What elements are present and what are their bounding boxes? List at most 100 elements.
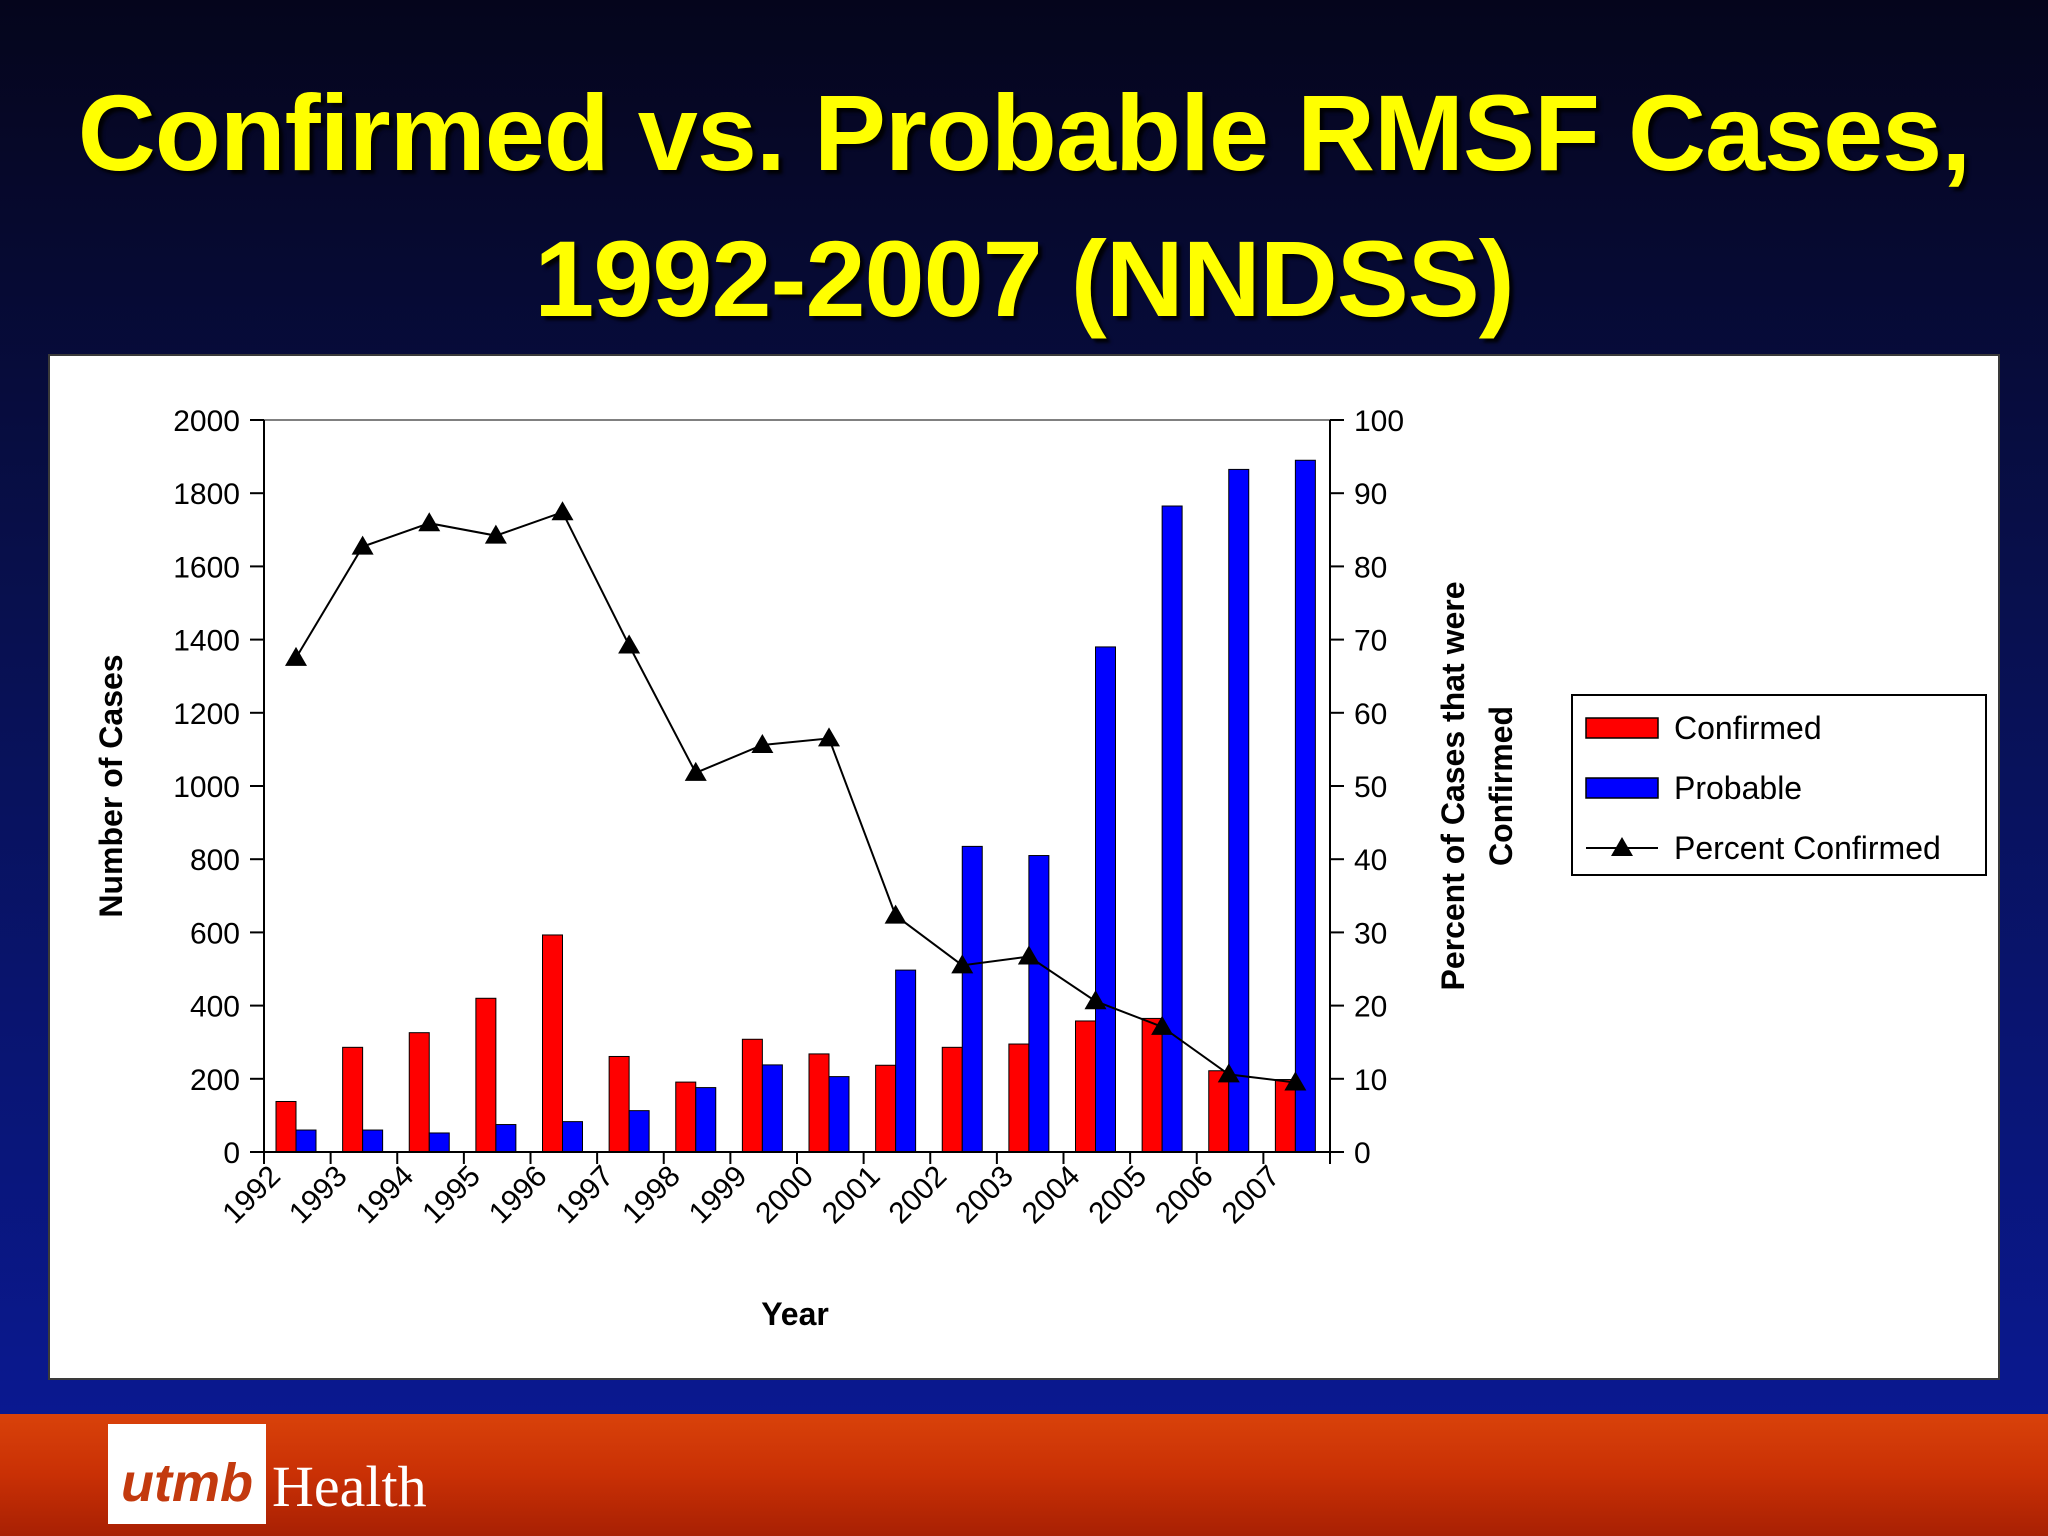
legend-marker-percent (1611, 837, 1633, 856)
bar-probable-2007 (1294, 459, 1316, 1153)
marker-percent-2006 (1217, 1063, 1240, 1083)
bar-probable-2005 (1161, 505, 1183, 1153)
y2-axis-title-line-2: Confirmed (1483, 706, 1519, 866)
bar-confirmed-2001 (875, 1064, 897, 1153)
x-tick-label-1992: 1992 (216, 1160, 287, 1231)
x-tick-label-1993: 1993 (283, 1160, 354, 1231)
marker-percent-1994 (418, 512, 441, 532)
bar-confirmed-2004 (1075, 1020, 1096, 1153)
marker-percent-1992 (285, 646, 307, 666)
bar-confirmed-1998 (675, 1081, 697, 1153)
y-tick-label-400: 400 (190, 991, 240, 1024)
line-layer (285, 501, 1307, 1091)
x-tick-label-2006: 2006 (1149, 1160, 1220, 1231)
bar-confirmed-2005 (1141, 1017, 1163, 1153)
x-axis-title: Year (761, 1296, 829, 1332)
footer-bar (0, 1414, 2048, 1536)
x-tick-label-2004: 2004 (1016, 1160, 1087, 1231)
logo-mark: utmb (121, 1453, 253, 1513)
combo-chart: 0 200 400 600 800 1000 1200 1400 1600 1800 2000 0 10… (93, 405, 1987, 1332)
bar-probable-2003 (1028, 855, 1050, 1153)
bar-confirmed-1994 (408, 1032, 430, 1153)
legend-swatch-confirmed (1585, 717, 1659, 739)
marker-percent-1993 (351, 535, 374, 555)
bar-confirmed-2002 (941, 1046, 963, 1153)
bar-probable-1999 (761, 1064, 783, 1153)
bar-probable-1994 (428, 1132, 450, 1153)
bar-confirmed-1997 (608, 1055, 630, 1153)
x-tick-label-1994: 1994 (350, 1160, 421, 1231)
y-tick-label-1200: 1200 (173, 698, 240, 731)
logo-box: utmb (108, 1424, 266, 1524)
marker-percent-2007 (1284, 1071, 1307, 1091)
bar-layer (275, 459, 1316, 1153)
x-tick-label-2000: 2000 (749, 1160, 820, 1231)
marker-percent-2004 (1084, 990, 1107, 1010)
x-tick-label-1999: 1999 (683, 1160, 754, 1231)
legend: Confirmed Probable Percent Confirmed (1571, 694, 1987, 876)
y2-tick-label-10: 10 (1354, 1064, 1387, 1097)
y2-axis-title-line-1: Percent of Cases that were (1435, 581, 1471, 990)
bar-confirmed-1992 (275, 1100, 297, 1153)
x-tick-label-2002: 2002 (883, 1160, 954, 1231)
marker-percent-2001 (884, 904, 907, 924)
y2-tick-label-70: 70 (1354, 625, 1387, 658)
marker-percent-2003 (1017, 945, 1040, 965)
marker-percent-1998 (684, 761, 707, 781)
y2-tick-label-50: 50 (1354, 771, 1387, 804)
x-tick-label-1995: 1995 (416, 1160, 487, 1231)
bar-confirmed-2006 (1208, 1070, 1230, 1153)
x-tick-label-1997: 1997 (550, 1160, 621, 1231)
logo-text: Health (272, 1454, 427, 1519)
marker-percent-1995 (484, 524, 507, 544)
y-tick-label-800: 800 (190, 844, 240, 877)
y-axis-title: Number of Cases (93, 654, 129, 917)
y2-tick-label-0: 0 (1354, 1137, 1371, 1170)
y2-tick-label-30: 30 (1354, 917, 1387, 950)
legend-label-probable: Probable (1674, 770, 1802, 806)
y2-tick-label-80: 80 (1354, 551, 1387, 584)
bar-confirmed-1993 (342, 1046, 364, 1153)
bar-probable-1993 (362, 1129, 384, 1153)
bar-probable-2006 (1228, 468, 1250, 1153)
y-tick-label-2000: 2000 (173, 405, 240, 438)
y-tick-label-1800: 1800 (173, 478, 240, 511)
legend-swatch-probable (1585, 777, 1659, 799)
bar-probable-1997 (628, 1110, 650, 1153)
line-percent-confirmed (295, 510, 1296, 1084)
y-tick-label-600: 600 (190, 917, 240, 950)
legend-label-confirmed: Confirmed (1674, 710, 1822, 746)
slide-title: Confirmed vs. Probable RMSF Cases, 1992-… (0, 60, 2048, 352)
y2-tick-label-20: 20 (1354, 991, 1387, 1024)
y2-tick-label-90: 90 (1354, 478, 1387, 511)
legend-label-percent: Percent Confirmed (1674, 830, 1941, 866)
y-tick-label-0: 0 (223, 1137, 240, 1170)
y-tick-label-1600: 1600 (173, 551, 240, 584)
x-tick-label-1998: 1998 (616, 1160, 687, 1231)
x-tick-label-2005: 2005 (1083, 1160, 1154, 1231)
marker-percent-1997 (618, 634, 641, 654)
bar-probable-2004 (1095, 646, 1116, 1153)
bar-confirmed-1999 (741, 1038, 763, 1153)
slide-title-line-1: Confirmed vs. Probable RMSF Cases, (77, 72, 1972, 193)
y-tick-label-1000: 1000 (173, 771, 240, 804)
chart-panel: 0 200 400 600 800 1000 1200 1400 1600 1800 2000 0 10… (48, 354, 2000, 1380)
bar-confirmed-2000 (808, 1053, 830, 1153)
marker-percent-2002 (951, 954, 974, 974)
y-tick-label-200: 200 (190, 1064, 240, 1097)
bar-probable-1992 (295, 1129, 317, 1153)
x-tick-label-2003: 2003 (949, 1160, 1020, 1231)
bar-confirmed-2003 (1008, 1043, 1030, 1153)
utmb-health-logo: utmb Health (108, 1424, 427, 1524)
y2-tick-label-60: 60 (1354, 698, 1387, 731)
marker-percent-1996 (551, 501, 574, 521)
bar-probable-2001 (895, 969, 917, 1153)
x-tick-label-2001: 2001 (816, 1160, 887, 1231)
marker-percent-2000 (818, 727, 840, 747)
x-tick-label-2007: 2007 (1216, 1160, 1287, 1231)
slide-title-line-2: 1992-2007 (NNDSS) (534, 218, 1514, 339)
y2-tick-label-100: 100 (1354, 405, 1404, 438)
bar-confirmed-1995 (475, 997, 497, 1153)
marker-percent-2005 (1151, 1015, 1174, 1035)
bar-probable-1996 (562, 1121, 583, 1153)
